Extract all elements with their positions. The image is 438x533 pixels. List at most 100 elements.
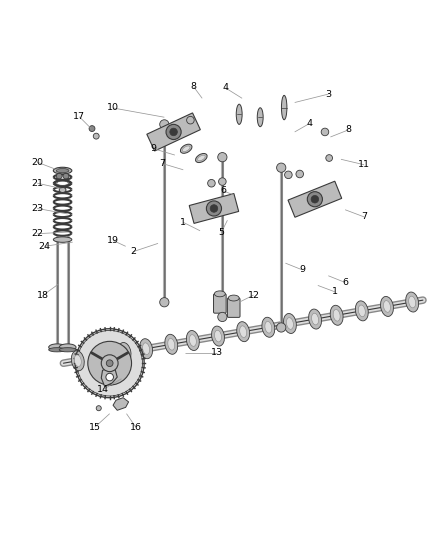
Text: 15: 15: [89, 423, 101, 432]
Circle shape: [96, 406, 101, 411]
Circle shape: [277, 323, 286, 332]
Text: 3: 3: [325, 90, 332, 99]
Text: 7: 7: [159, 159, 165, 168]
Circle shape: [218, 312, 227, 321]
Ellipse shape: [93, 347, 106, 367]
Ellipse shape: [118, 343, 131, 362]
Ellipse shape: [237, 322, 250, 342]
Text: 1: 1: [180, 218, 186, 227]
Circle shape: [166, 124, 181, 140]
FancyBboxPatch shape: [227, 298, 240, 317]
Text: 17: 17: [74, 112, 85, 122]
Circle shape: [277, 163, 286, 172]
Ellipse shape: [309, 309, 321, 329]
Ellipse shape: [57, 181, 68, 185]
Ellipse shape: [121, 346, 128, 358]
Circle shape: [89, 126, 95, 132]
Ellipse shape: [330, 305, 343, 325]
Circle shape: [218, 152, 227, 162]
Text: 4: 4: [307, 119, 312, 128]
Ellipse shape: [59, 188, 66, 192]
Ellipse shape: [212, 326, 224, 346]
Circle shape: [311, 196, 319, 203]
Circle shape: [307, 192, 322, 207]
Circle shape: [106, 360, 113, 367]
Text: 6: 6: [342, 278, 348, 287]
Ellipse shape: [53, 167, 72, 174]
Ellipse shape: [56, 168, 69, 173]
Ellipse shape: [189, 335, 196, 346]
Text: 13: 13: [211, 348, 223, 357]
Ellipse shape: [214, 291, 225, 297]
Text: 14: 14: [97, 385, 110, 394]
Circle shape: [77, 330, 142, 396]
Ellipse shape: [262, 317, 275, 337]
Ellipse shape: [355, 301, 368, 321]
Ellipse shape: [228, 295, 239, 301]
Circle shape: [101, 355, 118, 372]
Text: 23: 23: [31, 204, 43, 213]
Circle shape: [160, 120, 169, 129]
Text: 24: 24: [39, 242, 50, 251]
Text: 19: 19: [107, 236, 119, 245]
Ellipse shape: [409, 296, 416, 308]
Ellipse shape: [283, 313, 297, 334]
Ellipse shape: [96, 351, 103, 363]
Polygon shape: [113, 398, 129, 410]
Ellipse shape: [182, 146, 190, 151]
Ellipse shape: [143, 343, 149, 354]
Circle shape: [326, 155, 332, 161]
Polygon shape: [189, 193, 239, 223]
Circle shape: [93, 133, 99, 139]
Text: 2: 2: [130, 247, 136, 256]
Ellipse shape: [53, 237, 72, 243]
Ellipse shape: [63, 173, 69, 179]
Ellipse shape: [180, 144, 192, 154]
Ellipse shape: [257, 108, 263, 127]
Polygon shape: [288, 181, 342, 217]
Ellipse shape: [236, 104, 242, 124]
Text: 20: 20: [32, 158, 43, 167]
Ellipse shape: [165, 334, 178, 354]
Ellipse shape: [358, 305, 365, 317]
Ellipse shape: [56, 173, 62, 179]
Circle shape: [210, 205, 218, 212]
Polygon shape: [147, 113, 200, 151]
Circle shape: [206, 201, 222, 216]
Text: 4: 4: [223, 83, 228, 92]
Ellipse shape: [406, 292, 419, 312]
Ellipse shape: [381, 296, 393, 317]
Text: 1: 1: [332, 287, 338, 296]
Text: 12: 12: [247, 290, 259, 300]
Text: 6: 6: [220, 187, 226, 195]
Ellipse shape: [215, 330, 222, 342]
Text: 21: 21: [32, 179, 43, 188]
Circle shape: [160, 297, 169, 307]
Text: 8: 8: [346, 125, 352, 134]
Circle shape: [285, 171, 292, 179]
Ellipse shape: [49, 344, 66, 351]
Ellipse shape: [71, 351, 84, 370]
Text: 9: 9: [299, 265, 305, 274]
Ellipse shape: [195, 154, 207, 163]
Ellipse shape: [59, 344, 76, 351]
Ellipse shape: [49, 348, 66, 352]
Circle shape: [170, 128, 177, 136]
Text: 10: 10: [107, 103, 119, 112]
Ellipse shape: [384, 301, 390, 312]
FancyBboxPatch shape: [214, 294, 226, 313]
Circle shape: [106, 373, 113, 381]
Text: 18: 18: [37, 290, 49, 300]
Ellipse shape: [59, 348, 76, 352]
Circle shape: [296, 170, 304, 178]
Text: 8: 8: [191, 83, 197, 92]
Ellipse shape: [240, 326, 247, 337]
Ellipse shape: [168, 338, 175, 350]
Circle shape: [321, 128, 329, 136]
Text: 9: 9: [151, 144, 157, 154]
Text: 22: 22: [32, 229, 43, 238]
Ellipse shape: [311, 313, 318, 325]
Circle shape: [219, 178, 226, 185]
Ellipse shape: [74, 355, 81, 367]
Ellipse shape: [333, 310, 340, 321]
